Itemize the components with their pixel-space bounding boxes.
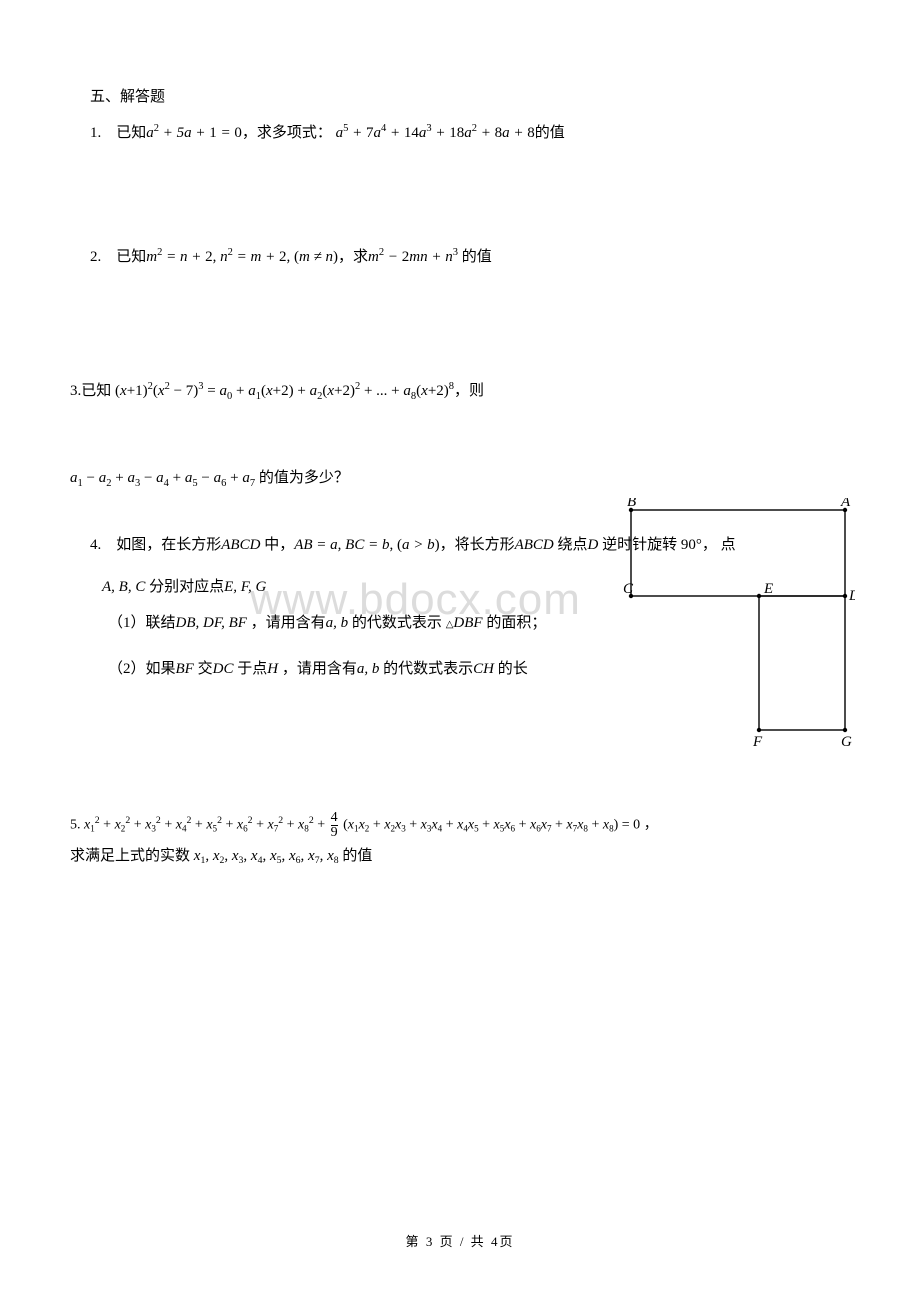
q3-suffix2: 的值为多少？: [255, 470, 349, 486]
q4-d: D: [588, 537, 599, 553]
label-c: C: [623, 581, 634, 597]
point-e: [757, 594, 761, 598]
q2-suffix: 的值: [458, 249, 492, 265]
point-g: [843, 728, 847, 732]
point-f: [757, 728, 761, 732]
q4-p2-ab: a, b: [357, 661, 380, 677]
q4-prefix: 4. 如图，在长方形: [90, 537, 221, 553]
q5-line2c: 的值: [339, 848, 373, 864]
label-b: B: [627, 498, 636, 510]
point-d: [843, 594, 847, 598]
diagram-svg: B A C D E F G: [623, 498, 855, 758]
q4-abcd2: ABCD: [515, 537, 554, 553]
q4-mid1: 中，: [260, 537, 294, 553]
q4-p2-ch: CH: [473, 661, 494, 677]
q1-mid: ，求多项式：: [242, 125, 332, 141]
q4-mid3: 绕点: [554, 537, 588, 553]
section-heading: 五、解答题: [90, 85, 840, 109]
q2-mid: ，求: [338, 249, 368, 265]
frac-num: 4: [331, 811, 338, 825]
q1-suffix: 的值: [535, 125, 565, 141]
q4-p2-mid3: ，请用含有: [278, 661, 357, 677]
q4-p2-mid2: 于点: [233, 661, 267, 677]
q4-p1-tri: DBF: [453, 615, 482, 631]
q3-prefix: 3.已知: [70, 383, 111, 399]
q4-p1-eq: DB, DF, BF: [176, 615, 247, 631]
rect-defg: [759, 596, 845, 730]
q1-prefix: 1. 已知: [90, 125, 146, 141]
q4-p2-mid1: 交: [194, 661, 213, 677]
q4-p2-prefix: （2）如果: [108, 661, 176, 677]
q5-comma: ，: [640, 817, 658, 832]
q4-line2b: 分别对应点: [145, 579, 224, 595]
q4-mid2: ，将长方形: [440, 537, 515, 553]
q1-eq1: a: [146, 125, 154, 141]
q4-p1-prefix: （1）联结: [108, 615, 176, 631]
q4-abcd: ABCD: [221, 537, 260, 553]
q4-abc: A, B, C: [102, 579, 145, 595]
page-footer: 第 3 页 / 共 4页: [0, 1231, 920, 1250]
q2-eq1: m: [146, 249, 157, 265]
footer-mid: 页 / 共: [434, 1234, 491, 1249]
q4-efg: E, F, G: [224, 579, 266, 595]
footer-suffix: 页: [499, 1234, 514, 1249]
question-5-line1: 5. x12 + x22 + x32 + x42 + x52 + x62 + x…: [70, 811, 840, 840]
footer-prefix: 第: [406, 1234, 426, 1249]
q5-prefix: 5.: [70, 817, 84, 832]
question-2: 2. 已知m2 = n + 2, n2 = m + 2, (m ≠ n)，求m2…: [90, 245, 840, 269]
page-content: 五、解答题 1. 已知a2 + 5a + 1 = 0，求多项式： a5 + 7a…: [0, 0, 920, 916]
q5-line2a: 求满足上式的实数: [70, 848, 190, 864]
question-3-line2: a1 − a2 + a3 − a4 + a5 − a6 + a7 的值为多少？: [70, 466, 840, 493]
q4-p2-suffix: 的长: [494, 661, 528, 677]
question-5-line2: 求满足上式的实数 x1, x2, x3, x4, x5, x6, x7, x8 …: [70, 844, 840, 869]
q4-p2-mid4: 的代数式表示: [379, 661, 473, 677]
q3-suffix1: ，则: [454, 383, 484, 399]
fraction-4-9: 49: [331, 811, 338, 840]
question-1: 1. 已知a2 + 5a + 1 = 0，求多项式： a5 + 7a4 + 14…: [90, 121, 840, 145]
label-a: A: [840, 498, 851, 510]
q4-p1-mid: ，请用含有: [247, 615, 326, 631]
q4-p1-ab: a, b: [326, 615, 349, 631]
q4-p1-mid2: 的代数式表示: [348, 615, 446, 631]
question-3-line1: 3.已知 (x+1)2(x2 − 7)3 = a0 + a1(x+2) + a2…: [70, 379, 840, 406]
geometry-diagram: B A C D E F G: [623, 498, 855, 758]
q5-vars: x: [190, 848, 200, 864]
q4-p2-dc: DC: [213, 661, 234, 677]
label-d: D: [848, 588, 855, 604]
rect-abcd: [631, 510, 845, 596]
q2-prefix: 2. 已知: [90, 249, 146, 265]
q4-p2-bf: BF: [176, 661, 194, 677]
label-e: E: [763, 581, 773, 597]
q2-eq2: m: [368, 249, 379, 265]
q4-p2-h: H: [267, 661, 278, 677]
q4-p1-suffix: 的面积；: [483, 615, 547, 631]
label-g: G: [841, 734, 852, 750]
frac-den: 9: [331, 825, 338, 840]
label-f: F: [752, 734, 763, 750]
